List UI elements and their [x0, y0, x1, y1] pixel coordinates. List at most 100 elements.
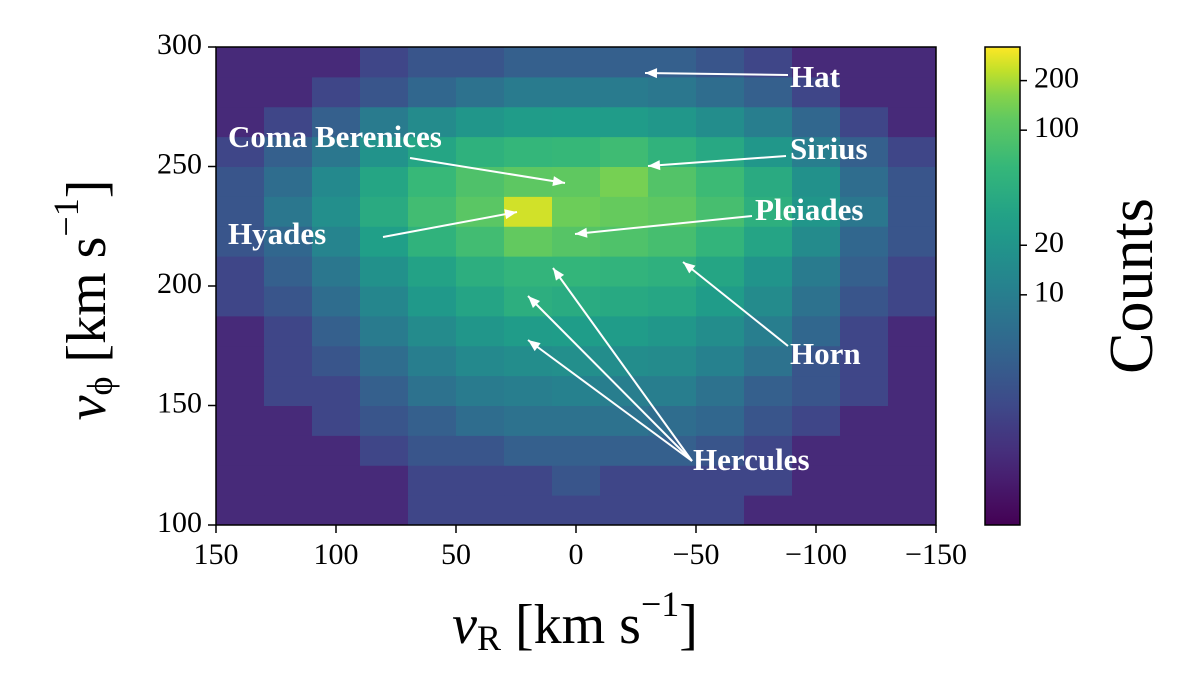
heat-cell — [696, 495, 745, 526]
heat-cell — [744, 465, 793, 496]
heat-cell — [264, 166, 313, 197]
annotation-arrowhead — [683, 262, 696, 274]
heat-cell — [312, 47, 361, 78]
heat-cell — [312, 196, 361, 227]
heat-cell — [552, 226, 601, 257]
heat-cell — [216, 136, 265, 167]
heat-cell — [408, 375, 457, 406]
annotation-arrow — [644, 72, 789, 76]
heat-cell — [648, 375, 697, 406]
heatmap — [216, 47, 937, 526]
x-tick-label: 100 — [314, 538, 359, 571]
heat-cell — [888, 226, 937, 257]
heat-cell — [264, 286, 313, 317]
heat-cell — [360, 315, 409, 347]
heat-cell — [696, 106, 745, 138]
heat-cell — [312, 226, 361, 257]
heat-cell — [360, 405, 409, 436]
heat-cell — [792, 375, 841, 406]
colorbar-tick-label: 10 — [1034, 276, 1064, 309]
heat-cell — [456, 106, 505, 138]
annotation-arrowhead — [645, 68, 658, 79]
annotation-arrowhead — [553, 268, 565, 281]
heat-cell — [360, 226, 409, 257]
annotation-arrowhead — [504, 209, 517, 220]
heat-cell — [888, 106, 937, 138]
heat-cell — [360, 166, 409, 197]
heat-cell — [312, 286, 361, 317]
heat-cell — [840, 315, 889, 347]
heat-cell — [360, 76, 409, 108]
annotation-arrow — [382, 211, 518, 238]
heat-cell — [216, 345, 265, 377]
annotation: Sirius — [790, 131, 868, 166]
heat-cell — [264, 256, 313, 287]
heat-cell — [264, 315, 313, 347]
heat-cell — [504, 465, 553, 496]
y-tick-label: 100 — [157, 506, 202, 539]
heat-cell — [840, 106, 889, 138]
heat-cell — [360, 196, 409, 227]
heat-cell — [888, 256, 937, 287]
annotation: Pleiades — [755, 192, 864, 227]
heat-cell — [552, 106, 601, 138]
annotation: Hyades — [228, 216, 326, 251]
heat-cell — [840, 196, 889, 227]
x-axis-label-exponent: −1 — [641, 584, 679, 624]
heat-cell — [744, 76, 793, 108]
heat-cell — [312, 405, 361, 436]
heat-cell — [840, 405, 889, 436]
heat-cell — [504, 106, 553, 138]
heat-cell — [792, 136, 841, 167]
heat-cell — [696, 76, 745, 108]
heat-cell — [504, 286, 553, 317]
heat-cell — [648, 286, 697, 317]
y-tick-label: 250 — [157, 147, 202, 180]
heat-cell — [504, 405, 553, 436]
heat-cell — [744, 435, 793, 466]
x-tick-label: 0 — [569, 538, 584, 571]
heat-cell — [552, 435, 601, 466]
y-axis-label-close: ] — [56, 180, 118, 199]
heat-cell — [312, 256, 361, 287]
heat-cell — [312, 465, 361, 496]
heat-cell — [264, 435, 313, 466]
heat-cell — [840, 166, 889, 197]
heat-cell — [600, 196, 649, 227]
heat-cell — [360, 47, 409, 78]
annotation: Hat — [790, 59, 841, 94]
heat-cell — [216, 256, 265, 287]
heat-cell — [504, 435, 553, 466]
y-axis-label-unit: [km s — [56, 237, 118, 363]
heat-cell — [744, 106, 793, 138]
heat-cell — [216, 315, 265, 347]
heat-cell — [408, 256, 457, 287]
heat-cell — [456, 47, 505, 78]
heat-cell — [216, 76, 265, 108]
heat-cell — [792, 256, 841, 287]
heat-cell — [552, 315, 601, 347]
heat-cell — [504, 136, 553, 167]
heat-cell — [888, 375, 937, 406]
heat-cell — [408, 106, 457, 138]
y-axis-label-subscript: ϕ — [80, 377, 120, 396]
heat-cell — [216, 196, 265, 227]
heat-cell — [504, 345, 553, 377]
heat-cell — [840, 495, 889, 526]
heat-cell — [600, 106, 649, 138]
heat-cell — [600, 256, 649, 287]
heat-cell — [312, 345, 361, 377]
heat-cell — [504, 495, 553, 526]
heat-cell — [216, 375, 265, 406]
heat-cell — [792, 226, 841, 257]
heat-cell — [264, 196, 313, 227]
heat-cell — [792, 435, 841, 466]
heat-cell — [840, 286, 889, 317]
heat-cell — [456, 495, 505, 526]
heat-cell — [888, 76, 937, 108]
heat-cell — [408, 166, 457, 197]
annotation-arrowhead — [528, 296, 541, 309]
heat-cell — [456, 345, 505, 377]
heat-cell — [792, 286, 841, 317]
heat-cell — [504, 315, 553, 347]
